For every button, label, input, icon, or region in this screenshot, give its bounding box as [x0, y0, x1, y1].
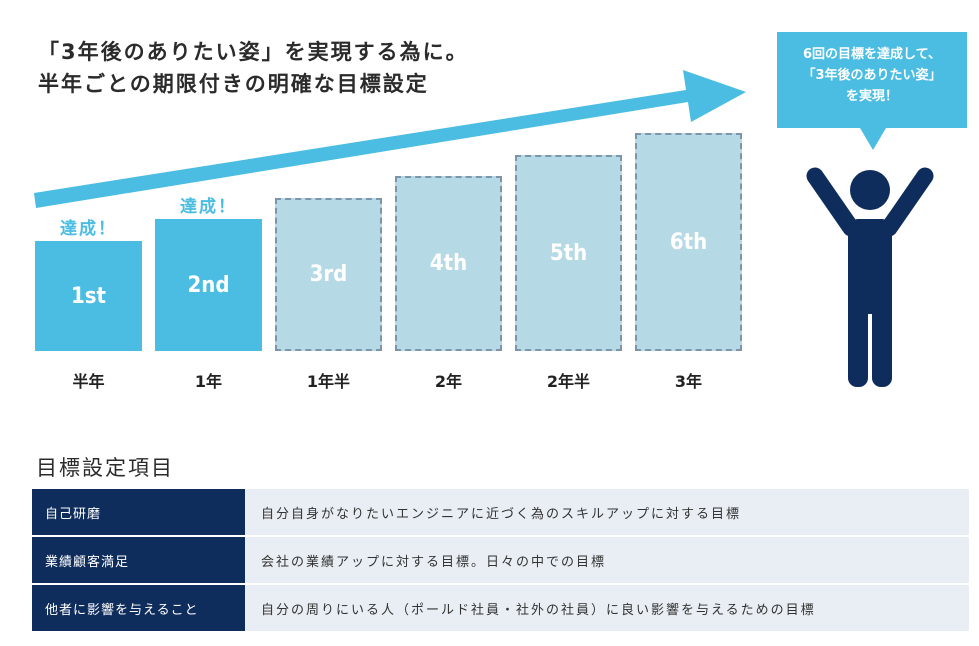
row-label: 他者に影響を与えること: [32, 585, 245, 631]
step-label-6: 6th: [669, 229, 708, 255]
step-box-6: 6th: [635, 133, 742, 351]
growth-arrow: [34, 70, 746, 208]
row-label: 業績顧客満足: [32, 537, 245, 583]
step-box-5: 5th: [515, 155, 622, 351]
step-box-3: 3rd: [275, 198, 382, 351]
goal-items-table: 自己研磨 自分自身がなりたいエンジニアに近づく為のスキルアップに対する目標 業績…: [32, 489, 969, 633]
step-label-2: 2nd: [187, 272, 230, 298]
bubble-tail: [860, 128, 886, 150]
step-period-2: 1年: [194, 372, 223, 391]
person-arms-raised-icon: [806, 167, 934, 387]
bubble-line-2: 「3年後のありたい姿」: [802, 68, 942, 83]
bubble-line-3: を実現！: [845, 89, 898, 104]
step-period-4: 2年: [434, 372, 463, 391]
table-row: 自己研磨 自分自身がなりたいエンジニアに近づく為のスキルアップに対する目標: [32, 489, 969, 535]
step-label-4: 4th: [429, 251, 468, 276]
heading-line-2: 半年ごとの期限付きの明確な目標設定: [38, 72, 429, 96]
step-period-1: 半年: [72, 372, 105, 391]
row-label: 自己研磨: [32, 489, 245, 535]
bubble-line-1: 6回の目標を達成して、: [802, 47, 941, 62]
row-description: 自分自身がなりたいエンジニアに近づく為のスキルアップに対する目標: [245, 489, 969, 535]
step-period-6: 3年: [674, 372, 703, 391]
section-title: 目標設定項目: [36, 456, 174, 480]
step-label-5: 5th: [549, 240, 588, 266]
step-box-1: 1st: [35, 241, 142, 351]
row-description: 自分の周りにいる人（ポールド社員・社外の社員）に良い影響を与えるための目標: [245, 585, 969, 631]
table-row: 他者に影響を与えること 自分の周りにいる人（ポールド社員・社外の社員）に良い影響…: [32, 585, 969, 631]
goal-speech-bubble: 6回の目標を達成して、 「3年後のありたい姿」 を実現！: [777, 32, 967, 128]
row-description: 会社の業績アップに対する目標。日々の中での目標: [245, 537, 969, 583]
table-row: 業績顧客満足 会社の業績アップに対する目標。日々の中での目標: [32, 537, 969, 583]
step-period-5: 2年半: [546, 372, 591, 391]
step-label-1: 1st: [70, 283, 107, 309]
step-label-3: 3rd: [309, 262, 348, 287]
achieved-badge-1: 達成！: [60, 219, 117, 239]
achieved-badge-2: 達成！: [180, 197, 237, 217]
heading-line-1: 「3年後のありたい姿」を実現する為に。: [38, 40, 469, 64]
step-box-4: 4th: [395, 176, 502, 351]
step-box-2: 2nd: [155, 219, 262, 351]
step-period-3: 1年半: [306, 372, 351, 391]
